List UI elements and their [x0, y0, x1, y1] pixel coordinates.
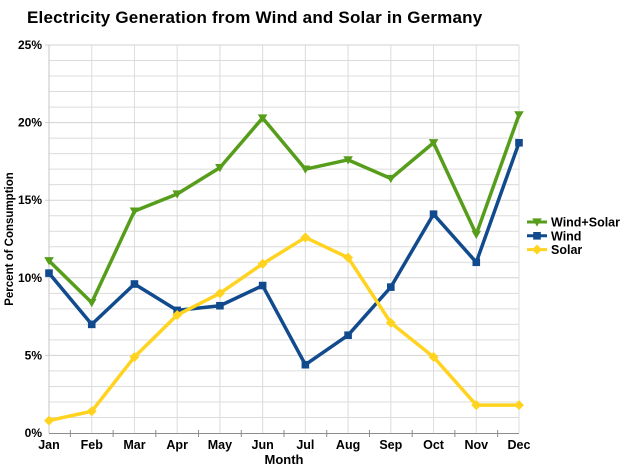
- series-wind-solar: [44, 111, 524, 308]
- legend-item-solar: Solar: [527, 243, 582, 257]
- series-line-wind: [47, 141, 521, 367]
- data-point-diamond: [44, 415, 54, 426]
- data-point-diamond: [471, 400, 482, 411]
- data-point-triangle: [86, 299, 97, 308]
- legend-item-wind-solar: Wind+Solar: [527, 216, 620, 230]
- data-point-square: [472, 258, 481, 267]
- series-line-solar: [47, 235, 521, 423]
- data-point-triangle: [129, 207, 140, 216]
- data-point-square: [216, 301, 224, 310]
- x-tick-label: Mar: [123, 438, 145, 452]
- series-markers-solar: [44, 232, 524, 426]
- data-point-square: [387, 283, 395, 291]
- x-tick-label: Dec: [508, 438, 531, 452]
- data-point-diamond: [343, 252, 354, 263]
- data-point-diamond: [532, 244, 542, 255]
- x-axis-ticks: [69, 430, 499, 437]
- data-point-diamond: [129, 351, 140, 362]
- data-point-triangle: [215, 164, 225, 173]
- data-point-triangle: [172, 190, 182, 199]
- data-point-square: [87, 320, 96, 329]
- series-solar: [44, 232, 524, 426]
- y-tick-label: 15%: [18, 193, 42, 207]
- series-markers-wind: [45, 138, 523, 369]
- x-tick-label: Sep: [379, 438, 402, 452]
- y-tick-label: 10%: [18, 271, 42, 285]
- x-axis-title: Month: [265, 452, 304, 467]
- y-tick-labels: 0% 5% 10% 15% 20% 25%: [18, 38, 42, 440]
- x-tick-labels: Jan Feb Mar Apr May Jun Jul Aug Sep Oct Nov Dec: [38, 438, 530, 452]
- y-tick-label: 5%: [25, 348, 43, 362]
- data-point-diamond: [86, 406, 97, 417]
- x-tick-label: Jun: [252, 438, 274, 452]
- series-line-wind-solar: [47, 113, 521, 305]
- series-wind: [45, 138, 523, 369]
- legend-label-wind-solar: Wind+Solar: [551, 216, 620, 230]
- x-tick-label: Oct: [423, 438, 445, 452]
- x-tick-label: Apr: [166, 438, 188, 452]
- data-point-diamond: [428, 351, 439, 362]
- x-tick-label: Aug: [336, 438, 360, 452]
- data-point-triangle: [532, 218, 542, 227]
- y-tick-label: 0%: [25, 426, 43, 440]
- x-tick-label: Feb: [81, 438, 104, 452]
- data-point-square: [130, 280, 139, 288]
- chart-title: Electricity Generation from Wind and Sol…: [27, 8, 483, 27]
- legend-label-wind: Wind: [551, 229, 581, 243]
- data-point-square: [429, 210, 438, 218]
- data-point-diamond: [172, 310, 183, 321]
- x-tick-label: Jul: [296, 438, 314, 452]
- series-markers-wind-solar: [44, 111, 524, 308]
- data-point-diamond: [300, 232, 311, 243]
- data-point-square: [258, 281, 267, 290]
- data-point-diamond: [257, 258, 268, 269]
- data-point-square: [515, 138, 523, 147]
- data-point-triangle: [386, 174, 396, 184]
- y-axis-title: Percent of Consumption: [4, 172, 16, 306]
- y-tick-label: 20%: [18, 116, 42, 130]
- data-point-triangle: [300, 165, 311, 174]
- data-point-diamond: [214, 288, 225, 299]
- data-point-triangle: [471, 230, 482, 239]
- data-point-diamond: [385, 317, 396, 328]
- data-point-square: [344, 331, 352, 340]
- data-point-square: [301, 360, 310, 369]
- data-point-triangle: [44, 257, 54, 266]
- data-point-diamond: [514, 400, 524, 411]
- data-point-square: [533, 232, 541, 240]
- data-point-triangle: [428, 139, 439, 148]
- legend-item-wind: Wind: [527, 229, 581, 243]
- x-tick-label: May: [208, 438, 232, 452]
- data-point-triangle: [343, 156, 353, 165]
- data-point-square: [45, 269, 53, 277]
- data-point-triangle: [257, 114, 268, 123]
- gridlines: [45, 44, 520, 433]
- x-tick-label: Jan: [38, 438, 60, 452]
- legend-label-solar: Solar: [551, 243, 582, 257]
- x-tick-label: Nov: [464, 438, 488, 452]
- data-point-triangle: [514, 111, 524, 120]
- y-tick-label: 25%: [18, 38, 42, 52]
